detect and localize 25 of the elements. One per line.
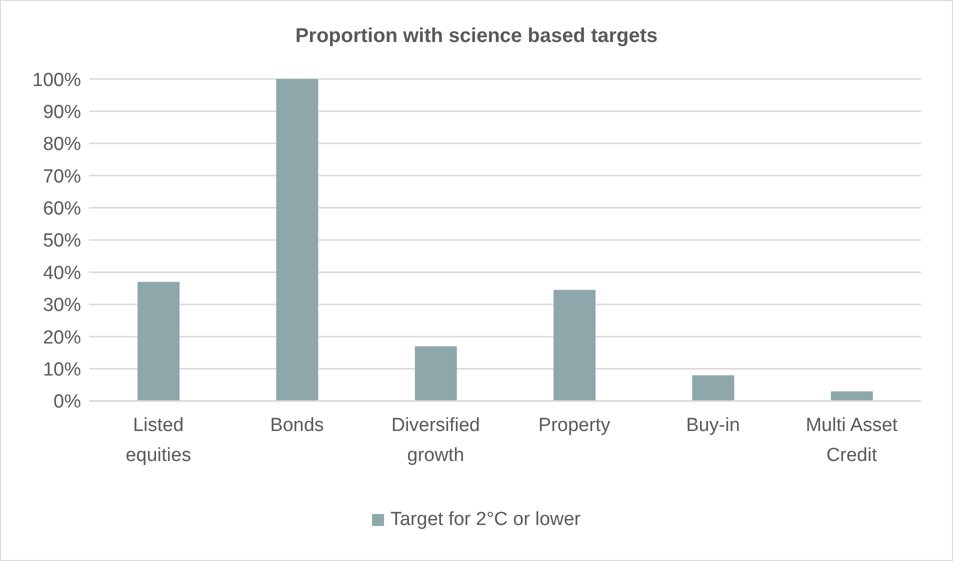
y-tick-label: 10% [42, 360, 82, 381]
x-tick-label: Buy-in [686, 415, 740, 436]
bar [276, 79, 318, 401]
y-tick-label: 30% [42, 295, 82, 316]
x-tick-label: Multi Asset Credit [806, 415, 898, 466]
bar [554, 290, 596, 401]
legend-label: Target for 2°C or lower [390, 509, 581, 531]
y-tick-label: 40% [42, 262, 82, 284]
y-tick-label: 60% [42, 198, 82, 220]
y-tick-label: 50% [42, 230, 82, 252]
y-tick-label: 80% [42, 134, 82, 156]
bar [692, 375, 734, 401]
bar [138, 282, 180, 401]
y-tick-label: 0% [54, 392, 82, 413]
chart-title: Proportion with science based targets [294, 25, 659, 48]
y-tick-label: 90% [42, 102, 82, 123]
x-tick-label: Property [538, 415, 611, 436]
y-tick-label: 100% [32, 70, 82, 91]
bar [414, 346, 457, 401]
y-tick-label: 20% [42, 327, 82, 348]
x-tick-label: Listed equities [126, 415, 192, 466]
x-tick-label: Diversified growth [391, 415, 480, 466]
y-tick-label: 70% [42, 166, 82, 188]
bar [830, 391, 873, 401]
x-tick-label: Bonds [270, 415, 324, 436]
